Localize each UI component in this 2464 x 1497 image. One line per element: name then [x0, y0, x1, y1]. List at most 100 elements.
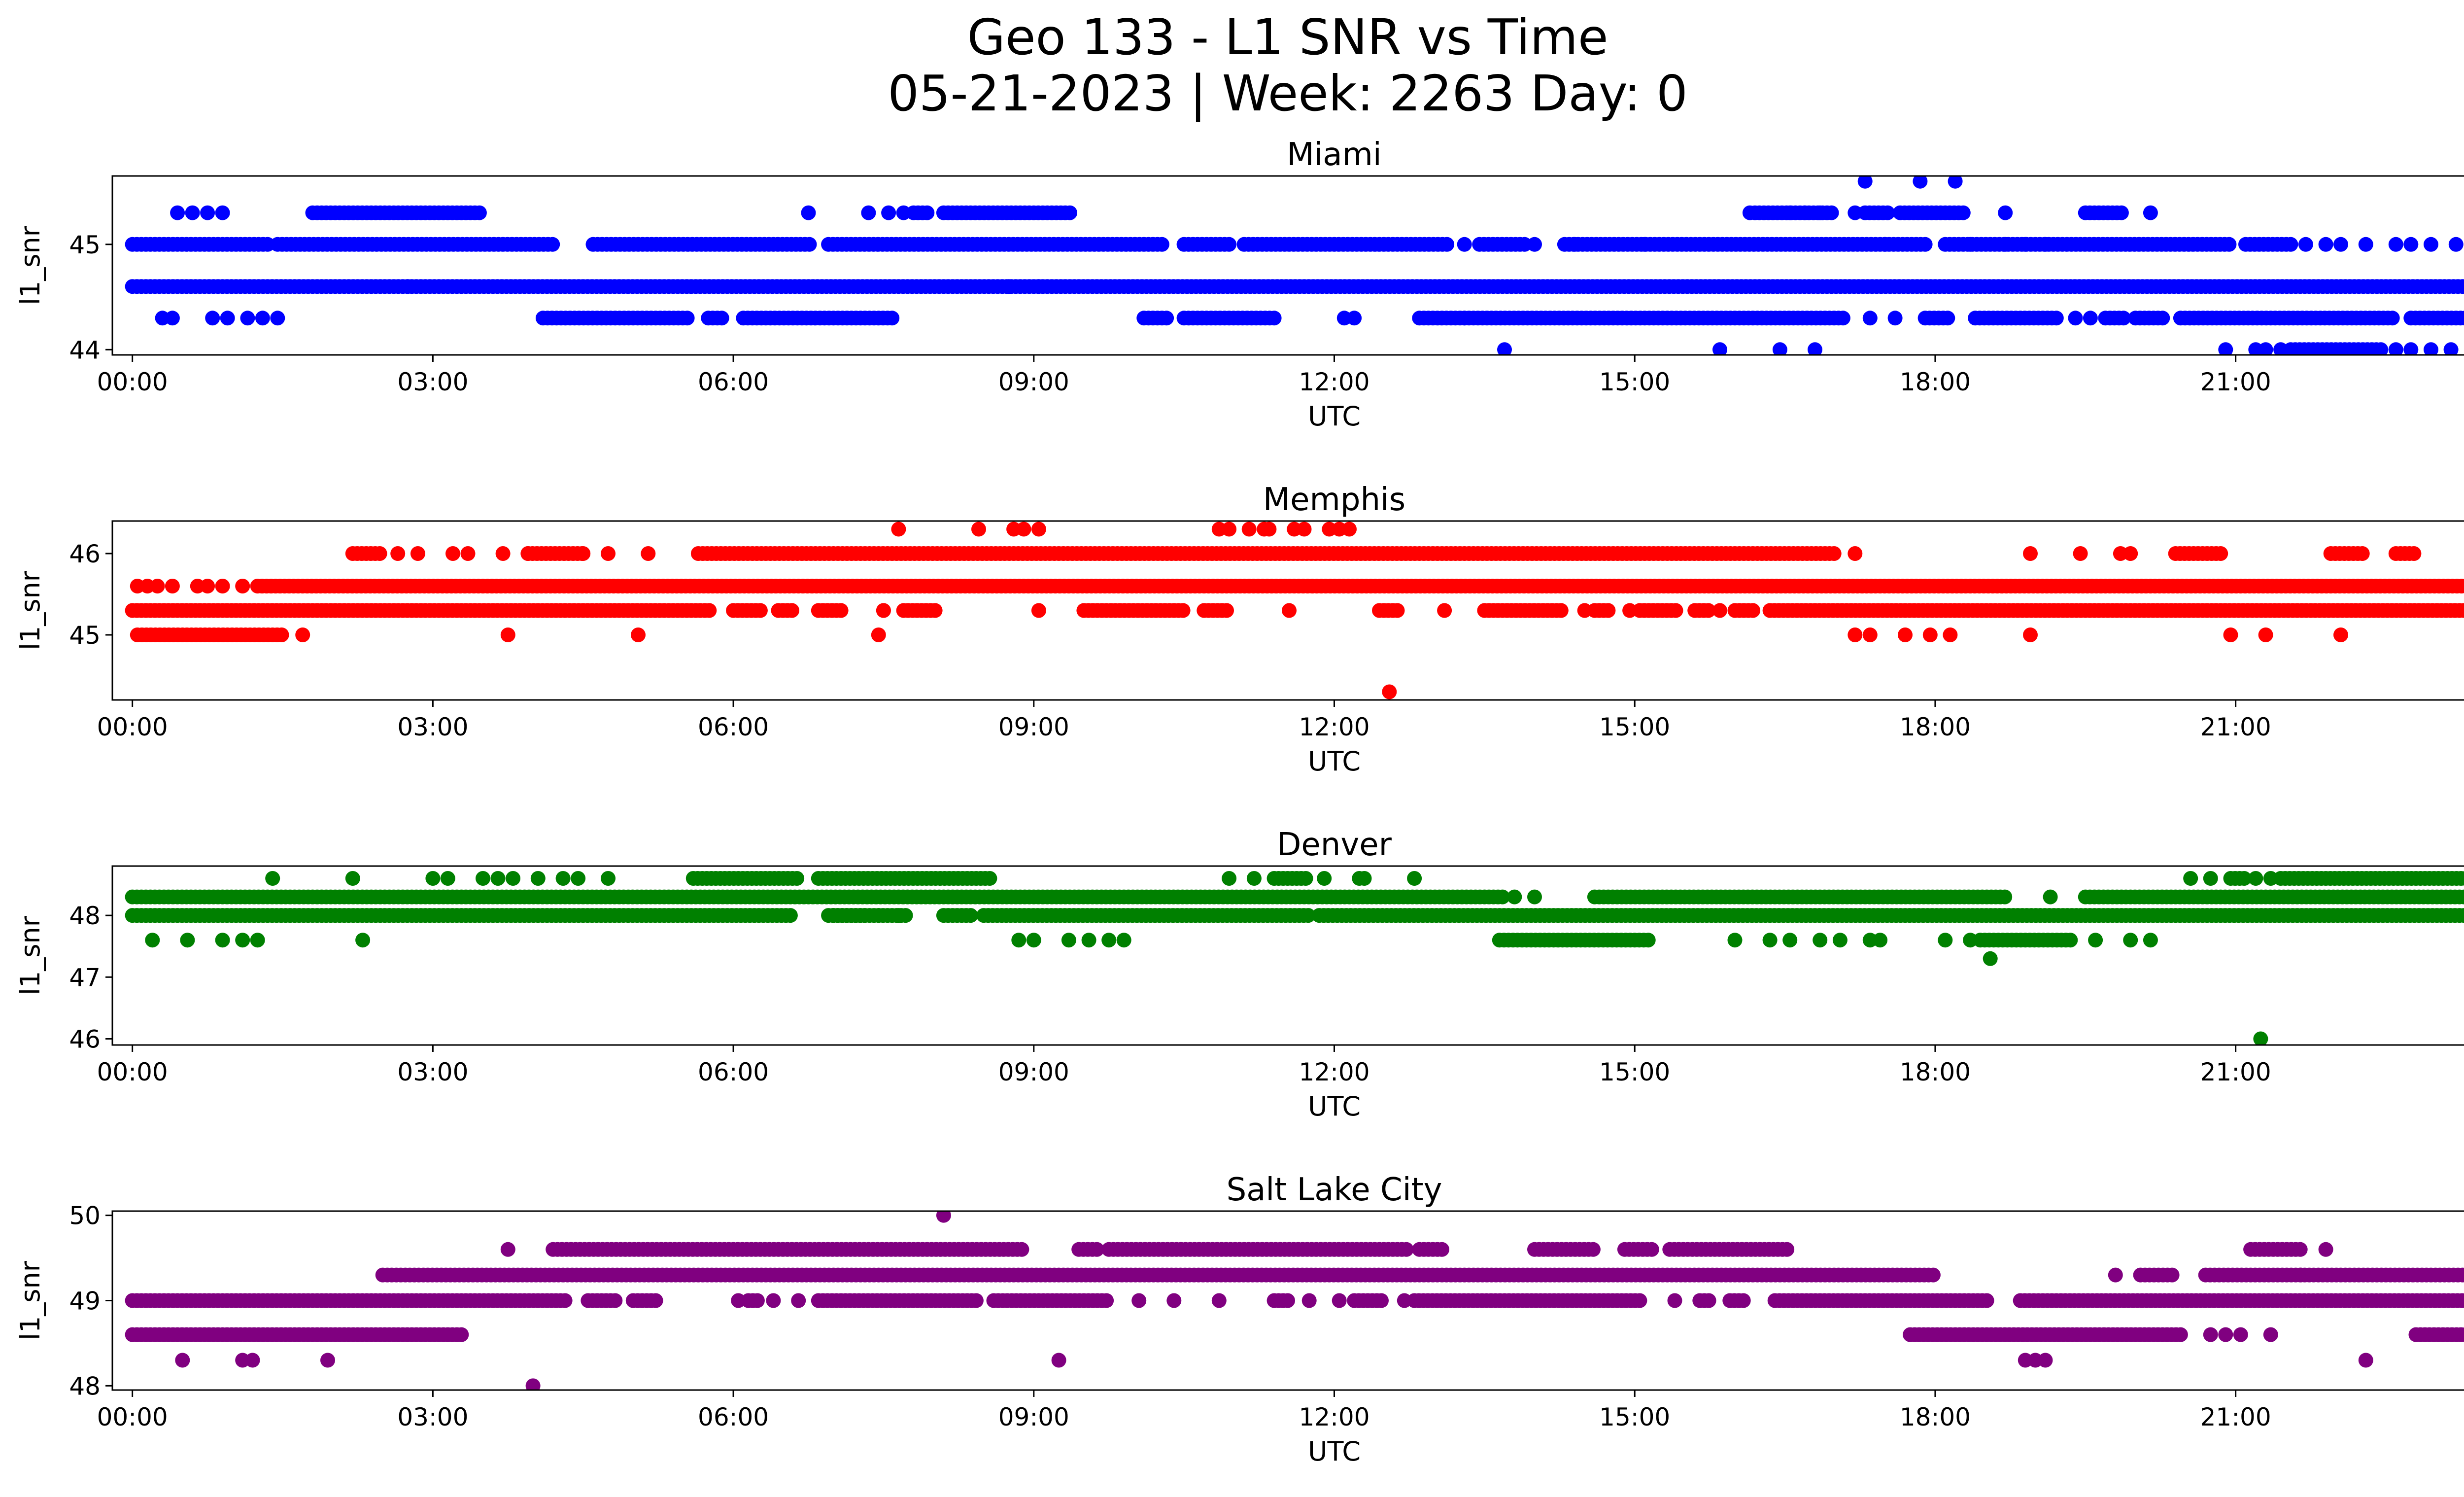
scatter-point: [861, 206, 876, 220]
scatter-point: [1848, 627, 1862, 642]
scatter-point: [750, 1293, 765, 1308]
scatter-point: [1011, 933, 1026, 947]
scatter-point: [265, 871, 280, 886]
scatter-point: [1437, 603, 1452, 618]
scatter-point: [1527, 890, 1542, 905]
scatter-point: [1317, 871, 1332, 886]
scatter-point: [1062, 206, 1077, 220]
scatter-point: [2213, 546, 2228, 561]
scatter-point: [2183, 871, 2198, 886]
scatter-point: [235, 933, 250, 947]
scatter-point: [1342, 522, 1357, 537]
scatter-point: [2333, 627, 2348, 642]
scatter-point: [1297, 522, 1312, 537]
scatter-point: [274, 627, 289, 642]
scatter-point: [270, 311, 285, 325]
scatter-point: [2259, 627, 2273, 642]
scatter-point: [355, 933, 370, 947]
x-tick-label: 21:00: [2200, 368, 2271, 396]
scatter-series: [125, 1208, 2464, 1393]
scatter-point: [2253, 1032, 2268, 1046]
scatter-point: [1282, 603, 1297, 618]
x-tick-label: 06:00: [698, 713, 769, 741]
scatter-point: [1554, 603, 1569, 618]
scatter-point: [401, 279, 415, 294]
scatter-point: [235, 579, 250, 593]
scatter-point: [165, 579, 180, 593]
scatter-point: [1638, 237, 1652, 252]
scatter-point: [2359, 237, 2373, 252]
scatter-point: [1712, 603, 1727, 618]
scatter-point: [170, 206, 185, 220]
x-tick-label: 06:00: [698, 1058, 769, 1086]
x-tick-label: 03:00: [397, 368, 468, 396]
scatter-point: [1632, 1293, 1647, 1308]
x-tick-label: 00:00: [97, 713, 168, 741]
scatter-point: [1782, 933, 1797, 947]
scatter-point: [1622, 603, 1637, 618]
scatter-point: [1219, 603, 1234, 618]
x-tick-label: 09:00: [998, 1058, 1069, 1086]
scatter-point: [520, 546, 535, 561]
scatter-point: [1956, 206, 1971, 220]
scatter-point: [2424, 237, 2438, 252]
scatter-point: [1027, 933, 1041, 947]
scatter-point: [2283, 237, 2298, 252]
scatter-point: [454, 1327, 469, 1342]
scatter-point: [891, 908, 906, 923]
scatter-point: [1998, 237, 2013, 252]
scatter-point: [2049, 311, 2064, 325]
scatter-point: [1848, 206, 1862, 220]
x-tick-label: 15:00: [1599, 1058, 1670, 1086]
x-tick-label: 18:00: [1900, 713, 1971, 741]
scatter-point: [2263, 871, 2278, 886]
scatter-point: [496, 546, 511, 561]
scatter-point: [205, 311, 220, 325]
scatter-point: [1101, 933, 1116, 947]
scatter-point: [472, 206, 487, 220]
x-tick-label: 03:00: [397, 713, 468, 741]
scatter-point: [1176, 603, 1191, 618]
scatter-point: [2298, 237, 2313, 252]
scatter-point: [1567, 237, 1582, 252]
scatter-point: [2068, 311, 2083, 325]
scatter-point: [680, 311, 695, 325]
y-tick-label: 45: [69, 231, 101, 259]
y-tick-label: 47: [69, 963, 101, 992]
scatter-point: [476, 871, 490, 886]
panel-title: Memphis: [1263, 482, 1405, 518]
scatter-point: [702, 603, 717, 618]
panel-title: Miami: [1287, 137, 1381, 173]
scatter-point: [920, 206, 934, 220]
scatter-point: [785, 603, 799, 618]
x-axis-label: UTC: [1308, 746, 1361, 777]
scatter-point: [969, 1293, 984, 1308]
y-axis-label: l1_snr: [15, 225, 46, 305]
x-tick-label: 15:00: [1599, 713, 1670, 741]
scatter-point: [345, 871, 360, 886]
scatter-point: [1031, 522, 1046, 537]
scatter-point: [425, 871, 440, 886]
scatter-point: [501, 627, 515, 642]
scatter-point: [1782, 206, 1797, 220]
scatter-point: [885, 311, 899, 325]
scatter-point: [1082, 933, 1096, 947]
scatter-point: [601, 871, 616, 886]
scatter-point: [215, 206, 230, 220]
scatter-point: [1507, 890, 1522, 905]
scatter-series: [125, 522, 2464, 699]
scatter-point: [783, 908, 798, 923]
scatter-point: [2088, 933, 2103, 947]
scatter-point: [1267, 311, 1282, 325]
x-axis-label: UTC: [1308, 1091, 1361, 1122]
scatter-point: [1997, 890, 2012, 905]
y-tick-label: 46: [69, 1025, 101, 1053]
scatter-point: [2389, 237, 2403, 252]
scatter-point: [1940, 311, 1955, 325]
x-tick-label: 12:00: [1299, 1058, 1369, 1086]
scatter-point: [1923, 627, 1938, 642]
scatter-point: [506, 871, 520, 886]
scatter-point: [2224, 627, 2238, 642]
scatter-point: [801, 206, 816, 220]
